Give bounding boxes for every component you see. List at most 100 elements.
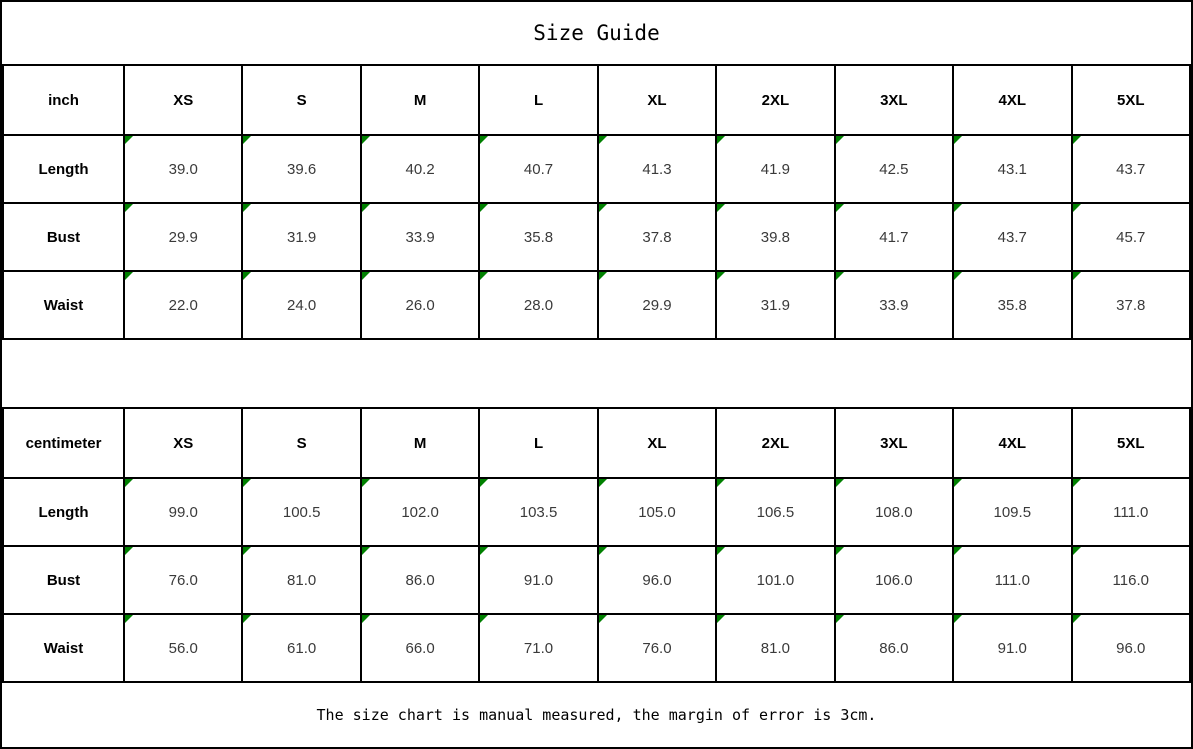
- cell-value: 37.8: [1116, 296, 1146, 314]
- cell-value: 22.0: [168, 296, 198, 314]
- cell-corner-marker-icon: [480, 615, 489, 623]
- unit-header-centimeter: centimeter: [2, 407, 125, 479]
- value-cell: 43.7: [1070, 134, 1191, 204]
- cell-value: 109.5: [993, 503, 1032, 521]
- value-cell: 37.8: [596, 202, 718, 272]
- size-table-centimeter: centimeter XS S M L XL 2XL 3XL 4XL 5XL Length 99.0 1…: [2, 407, 1191, 683]
- cell-value: 91.0: [997, 639, 1027, 657]
- value-cell: 111.0: [1070, 477, 1191, 547]
- cell-corner-marker-icon: [835, 204, 844, 212]
- table-row-length: Length 99.0 100.5 102.0 103.5 105.0 106.5 108.0…: [2, 477, 1191, 547]
- cell-value: 41.3: [642, 160, 672, 178]
- row-label-waist: Waist: [2, 270, 125, 340]
- value-cell: 33.9: [833, 270, 955, 340]
- cell-value: 105.0: [638, 503, 676, 521]
- cell-value: 86.0: [879, 639, 909, 657]
- size-column-header-3xl: 3XL: [833, 407, 955, 479]
- value-cell: 96.0: [1070, 613, 1191, 683]
- cell-value: 26.0: [405, 296, 435, 314]
- cell-corner-marker-icon: [125, 136, 133, 144]
- cell-value: 76.0: [642, 639, 672, 657]
- value-cell: 91.0: [478, 545, 599, 615]
- cell-value: 33.9: [405, 228, 435, 246]
- value-cell: 86.0: [833, 613, 955, 683]
- cell-corner-marker-icon: [480, 547, 489, 555]
- cell-corner-marker-icon: [480, 272, 489, 280]
- cell-value: 35.8: [523, 228, 554, 246]
- cell-value: 61.0: [287, 639, 317, 657]
- value-cell: 31.9: [241, 202, 362, 272]
- value-cell: 39.8: [715, 202, 836, 272]
- cell-corner-marker-icon: [598, 204, 607, 212]
- cell-value: 100.5: [282, 503, 321, 521]
- cell-corner-marker-icon: [598, 272, 607, 280]
- cell-corner-marker-icon: [954, 136, 963, 144]
- cell-value: 43.1: [997, 160, 1027, 178]
- cell-value: 96.0: [642, 571, 672, 589]
- cell-corner-marker-icon: [954, 479, 963, 487]
- table-row-bust: Bust 29.9 31.9 33.9 35.8 37.8 39.8 41.7 43.7 45.7: [2, 202, 1191, 272]
- cell-value: 43.7: [997, 228, 1027, 246]
- size-column-header-l: L: [478, 407, 599, 479]
- value-cell: 86.0: [359, 545, 481, 615]
- cell-value: 56.0: [168, 639, 198, 657]
- size-column-header-s: S: [241, 64, 362, 136]
- cell-value: 41.9: [760, 160, 790, 178]
- cell-value: 103.5: [519, 503, 558, 521]
- cell-corner-marker-icon: [125, 272, 133, 280]
- value-cell: 43.1: [952, 134, 1073, 204]
- cell-corner-marker-icon: [243, 479, 252, 487]
- cell-value: 101.0: [756, 571, 795, 589]
- table-row-waist: Waist 22.0 24.0 26.0 28.0 29.9 31.9 33.9 35.8 37.…: [2, 270, 1191, 340]
- cell-value: 86.0: [405, 571, 435, 589]
- value-cell: 81.0: [715, 613, 836, 683]
- cell-corner-marker-icon: [1072, 272, 1081, 280]
- size-column-header-l: L: [478, 64, 599, 136]
- cell-value: 108.0: [875, 503, 913, 521]
- cell-corner-marker-icon: [480, 136, 489, 144]
- cell-corner-marker-icon: [243, 204, 252, 212]
- cell-value: 71.0: [523, 639, 554, 657]
- cell-corner-marker-icon: [717, 547, 726, 555]
- cell-corner-marker-icon: [835, 547, 844, 555]
- cell-corner-marker-icon: [361, 615, 370, 623]
- size-column-header-5xl: 5XL: [1070, 64, 1191, 136]
- cell-corner-marker-icon: [1072, 479, 1081, 487]
- cell-corner-marker-icon: [1072, 136, 1081, 144]
- size-column-header-m: M: [359, 64, 481, 136]
- table-row-bust: Bust 76.0 81.0 86.0 91.0 96.0 101.0 106.0 111.0 1…: [2, 545, 1191, 615]
- cell-corner-marker-icon: [243, 547, 252, 555]
- value-cell: 41.9: [715, 134, 836, 204]
- value-cell: 61.0: [241, 613, 362, 683]
- cell-value: 116.0: [1112, 571, 1149, 589]
- value-cell: 109.5: [952, 477, 1073, 547]
- value-cell: 29.9: [596, 270, 718, 340]
- cell-value: 33.9: [879, 296, 909, 314]
- cell-value: 81.0: [287, 571, 317, 589]
- value-cell: 41.7: [833, 202, 955, 272]
- page-title: Size Guide: [533, 21, 660, 45]
- cell-corner-marker-icon: [361, 204, 370, 212]
- cell-value: 40.7: [523, 160, 554, 178]
- value-cell: 40.7: [478, 134, 599, 204]
- cell-corner-marker-icon: [361, 547, 370, 555]
- value-cell: 31.9: [715, 270, 836, 340]
- cell-corner-marker-icon: [361, 272, 370, 280]
- cell-corner-marker-icon: [361, 479, 370, 487]
- cell-value: 76.0: [168, 571, 198, 589]
- size-column-header-xs: XS: [122, 407, 244, 479]
- cell-corner-marker-icon: [717, 615, 726, 623]
- cell-value: 31.9: [760, 296, 790, 314]
- cell-value: 39.0: [168, 160, 198, 178]
- value-cell: 37.8: [1070, 270, 1191, 340]
- cell-corner-marker-icon: [243, 615, 252, 623]
- value-cell: 99.0: [122, 477, 244, 547]
- cell-value: 111.0: [994, 571, 1030, 589]
- cell-corner-marker-icon: [598, 479, 607, 487]
- value-cell: 101.0: [715, 545, 836, 615]
- value-cell: 111.0: [952, 545, 1073, 615]
- row-label-waist: Waist: [2, 613, 125, 683]
- value-cell: 66.0: [359, 613, 481, 683]
- cell-corner-marker-icon: [717, 204, 726, 212]
